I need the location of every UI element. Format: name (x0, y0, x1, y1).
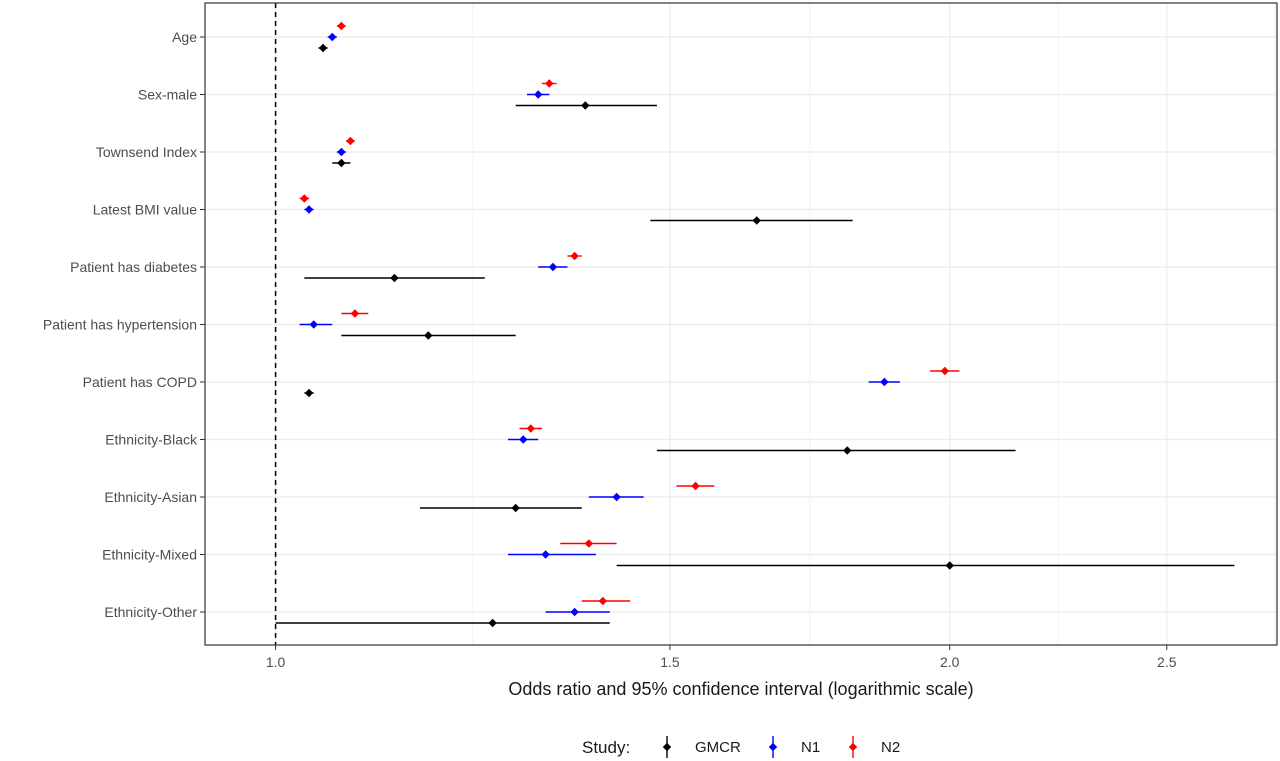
y-tick-label: Ethnicity-Black (105, 432, 198, 448)
legend-label-n1: N1 (801, 739, 820, 756)
estimate-point (328, 32, 337, 42)
series-group (275, 21, 1235, 628)
y-tick-label: Ethnicity-Asian (104, 489, 197, 505)
y-tick-labels: Age Sex-male Townsend Index Latest BMI valu… (43, 29, 205, 620)
estimate-point (337, 21, 346, 31)
estimate-point (534, 90, 543, 99)
series-n1 (299, 32, 900, 617)
estimate-point (526, 424, 535, 433)
series-gmcr (275, 43, 1235, 628)
x-tick-label: 1.0 (266, 654, 286, 670)
estimate-point (511, 503, 520, 513)
legend-label-n2: N2 (881, 739, 900, 756)
estimate-point (424, 331, 433, 340)
estimate-point (488, 618, 497, 628)
estimate-point (337, 158, 346, 168)
estimate-point (570, 251, 579, 261)
legend-key-point (662, 742, 672, 752)
estimate-point (691, 481, 700, 491)
legend: Study: GMCR N1 N2 (582, 736, 900, 758)
x-tick-label: 1.5 (660, 654, 680, 670)
estimate-point (337, 147, 346, 157)
estimate-point (541, 550, 550, 559)
estimate-point (318, 43, 328, 53)
legend-key-n2 (848, 736, 858, 758)
legend-label-gmcr: GMCR (695, 739, 741, 756)
y-tick-label: Patient has COPD (83, 374, 197, 390)
estimate-point (545, 79, 554, 88)
legend-key-gmcr (662, 736, 672, 758)
x-axis-title: Odds ratio and 95% confidence interval (… (508, 679, 973, 699)
grid-lines (205, 3, 1277, 645)
y-tick-label: Ethnicity-Mixed (102, 547, 197, 563)
estimate-point (581, 101, 590, 110)
y-tick-label: Patient has hypertension (43, 317, 197, 333)
x-tick-label: 2.0 (940, 654, 960, 670)
estimate-point (346, 136, 355, 146)
estimate-point (940, 366, 950, 376)
estimate-point (752, 216, 761, 225)
estimate-point (598, 596, 608, 606)
y-tick-label: Townsend Index (96, 144, 197, 160)
estimate-point (300, 194, 309, 203)
series-n2 (299, 21, 960, 606)
estimate-point (880, 377, 889, 387)
estimate-point (570, 607, 579, 617)
y-tick-label: Latest BMI value (93, 202, 197, 218)
y-tick-label: Patient has diabetes (70, 259, 197, 275)
estimate-point (945, 561, 954, 570)
estimate-point (584, 539, 594, 548)
legend-title: Study: (582, 738, 630, 757)
y-tick-label: Sex-male (138, 87, 197, 103)
legend-key-n1 (768, 736, 778, 758)
estimate-point (350, 309, 360, 318)
estimate-point (390, 273, 399, 283)
y-tick-label: Age (172, 29, 197, 45)
y-tick-label: Ethnicity-Other (104, 604, 197, 620)
x-tick-label: 2.5 (1157, 654, 1177, 670)
x-tick-labels: 1.0 1.5 2.0 2.5 (266, 645, 1177, 670)
estimate-point (548, 262, 558, 272)
estimate-point (612, 492, 621, 502)
estimate-point (304, 388, 314, 398)
estimate-point (309, 320, 318, 329)
estimate-point (519, 435, 528, 444)
estimate-point (304, 205, 314, 214)
legend-key-point (768, 742, 778, 752)
estimate-point (843, 446, 852, 455)
legend-key-point (848, 742, 858, 752)
